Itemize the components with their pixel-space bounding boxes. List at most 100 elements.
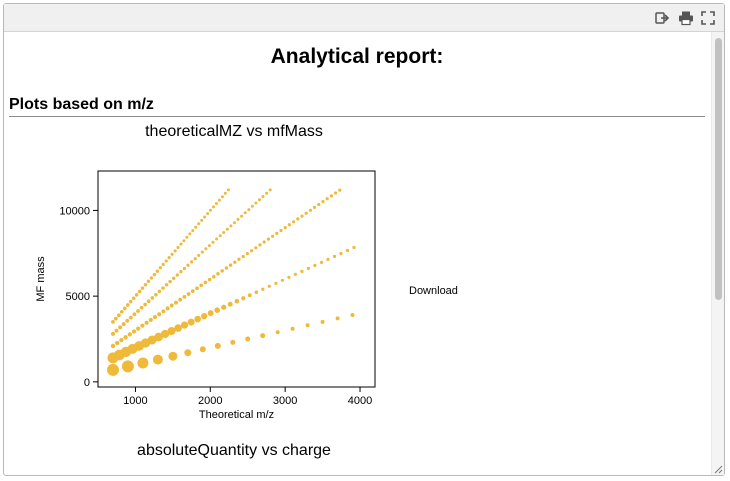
data-point	[243, 211, 247, 215]
data-point	[283, 226, 287, 230]
data-point	[174, 324, 182, 332]
data-point	[334, 191, 338, 195]
data-point	[260, 333, 266, 339]
data-point	[193, 257, 197, 261]
data-point	[168, 279, 172, 284]
data-point	[204, 247, 208, 251]
data-point	[152, 354, 163, 365]
data-point	[203, 215, 207, 219]
fullscreen-icon[interactable]	[700, 10, 716, 26]
report-content: Analytical report: Plots based on m/z th…	[4, 32, 710, 475]
data-point	[350, 313, 355, 317]
data-point	[296, 217, 300, 221]
data-point	[254, 290, 259, 294]
data-point	[287, 223, 291, 227]
data-point	[160, 329, 170, 339]
data-point	[121, 322, 126, 327]
download-link[interactable]: Download	[409, 285, 458, 297]
data-point	[201, 312, 208, 320]
data-point	[262, 240, 266, 244]
data-point	[199, 346, 206, 353]
data-point	[261, 195, 265, 198]
data-point	[229, 224, 233, 228]
data-point	[290, 326, 295, 331]
data-point	[197, 222, 201, 226]
data-point	[146, 279, 151, 284]
data-point	[225, 227, 229, 231]
data-point	[125, 318, 130, 323]
x-tick-label: 2000	[198, 395, 222, 407]
data-point	[214, 202, 218, 205]
y-axis-label: MF mass	[35, 256, 47, 302]
data-point	[274, 281, 278, 285]
data-point	[292, 220, 296, 224]
data-point	[118, 325, 123, 330]
data-point	[157, 312, 162, 317]
data-point	[338, 188, 342, 192]
scatter-chart: 1000 2000 3000 4000 0 5000 10000 Theoretical m/…	[35, 170, 376, 421]
data-point	[168, 351, 178, 361]
data-point	[174, 300, 178, 305]
data-point	[218, 234, 222, 238]
scrollbar-thumb[interactable]	[715, 38, 722, 300]
data-point	[122, 306, 127, 311]
data-point	[233, 260, 237, 264]
data-point	[250, 204, 254, 208]
data-point	[203, 280, 208, 285]
data-point	[266, 237, 270, 241]
data-point	[170, 252, 174, 256]
exit-icon[interactable]	[654, 10, 670, 26]
data-point	[233, 221, 236, 225]
data-point	[300, 269, 304, 273]
data-point	[300, 214, 304, 218]
data-point	[152, 272, 157, 277]
resize-grip-icon[interactable]	[713, 464, 723, 474]
data-point	[179, 270, 183, 274]
data-point	[352, 245, 356, 250]
data-point	[220, 195, 224, 199]
data-point	[275, 330, 280, 335]
data-point	[132, 312, 137, 317]
data-point	[169, 303, 174, 308]
data-point	[237, 257, 241, 261]
data-point	[326, 257, 330, 261]
data-point	[214, 307, 221, 314]
plot-title: absoluteQuantity vs charge	[137, 442, 331, 459]
data-point	[186, 292, 191, 296]
data-point	[217, 198, 221, 202]
data-point	[128, 299, 133, 304]
data-point	[161, 309, 166, 314]
data-point	[230, 339, 236, 345]
data-point	[227, 301, 233, 307]
report-title: Analytical report:	[270, 45, 444, 68]
data-point	[306, 266, 310, 270]
data-point	[211, 240, 215, 244]
data-point	[167, 256, 171, 260]
data-point	[321, 200, 325, 204]
data-point	[136, 326, 141, 331]
data-point	[121, 360, 134, 373]
vertical-scrollbar[interactable]	[711, 32, 724, 475]
data-point	[200, 250, 204, 254]
print-icon[interactable]	[678, 10, 694, 26]
data-point	[117, 313, 121, 318]
y-tick-label: 5000	[66, 291, 90, 303]
x-tick-label: 1000	[123, 395, 147, 407]
data-point	[182, 239, 186, 243]
data-point	[191, 229, 195, 233]
data-point	[154, 292, 158, 297]
data-point	[158, 266, 162, 270]
data-point	[240, 214, 244, 218]
data-point	[184, 349, 192, 357]
data-point	[143, 302, 147, 307]
data-point	[125, 303, 130, 307]
data-point	[157, 289, 162, 294]
data-point	[304, 211, 308, 215]
data-point	[249, 249, 254, 253]
data-point	[143, 282, 148, 287]
data-point	[176, 245, 180, 250]
data-point	[207, 277, 212, 282]
data-point	[305, 323, 310, 328]
data-point	[147, 335, 157, 345]
data-point	[287, 275, 291, 279]
